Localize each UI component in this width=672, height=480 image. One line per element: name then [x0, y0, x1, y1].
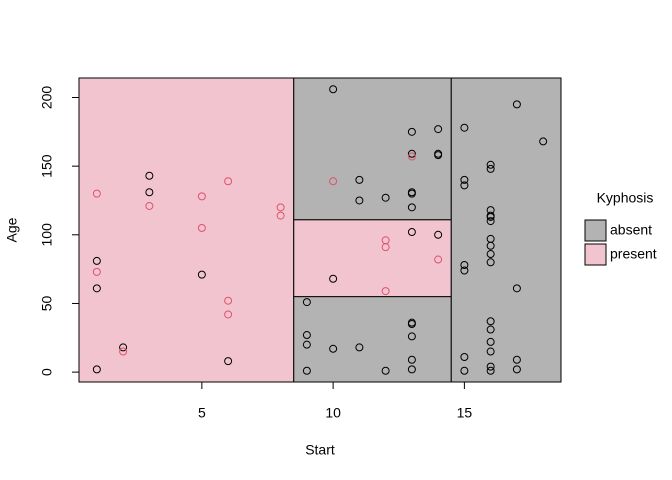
region — [293, 219, 452, 298]
point — [224, 296, 233, 305]
point — [407, 203, 416, 212]
point — [92, 256, 101, 265]
point — [407, 189, 416, 198]
point — [407, 320, 416, 329]
point — [302, 298, 311, 307]
point — [460, 175, 469, 184]
point — [434, 230, 443, 239]
point — [486, 160, 495, 169]
point — [92, 267, 101, 276]
x-axis-title: Start — [305, 442, 335, 458]
point — [407, 332, 416, 341]
point — [355, 196, 364, 205]
point — [381, 366, 390, 375]
point — [329, 274, 338, 283]
y-tick-label: 200 — [39, 86, 55, 110]
region — [450, 77, 562, 383]
point — [407, 152, 416, 161]
point — [512, 365, 521, 374]
point — [145, 171, 154, 180]
point — [486, 317, 495, 326]
point — [329, 177, 338, 186]
point — [381, 243, 390, 252]
point — [434, 255, 443, 264]
y-tick-label: 0 — [39, 368, 55, 376]
point — [92, 365, 101, 374]
point — [486, 217, 495, 226]
point — [302, 331, 311, 340]
legend-swatch — [584, 219, 607, 242]
y-tick-label: 100 — [39, 223, 55, 247]
point — [329, 344, 338, 353]
point — [460, 353, 469, 362]
legend-title: Kyphosis — [597, 190, 654, 206]
point — [197, 192, 206, 201]
point — [355, 175, 364, 184]
point — [460, 181, 469, 190]
point — [92, 284, 101, 293]
legend-label: present — [610, 246, 657, 262]
y-tick-label: 150 — [39, 154, 55, 178]
point — [407, 365, 416, 374]
point — [329, 85, 338, 94]
legend-label: absent — [610, 222, 652, 238]
region — [78, 77, 295, 383]
point — [302, 366, 311, 375]
point — [407, 127, 416, 136]
point — [381, 287, 390, 296]
points — [92, 85, 548, 375]
point — [512, 355, 521, 364]
point — [460, 261, 469, 270]
y-tick-label: 50 — [39, 295, 55, 311]
region — [293, 296, 452, 383]
point — [276, 203, 285, 212]
point — [512, 100, 521, 109]
point — [434, 151, 443, 160]
point — [539, 137, 548, 146]
point — [224, 357, 233, 366]
legend-swatch — [584, 243, 607, 266]
x-tick-label: 15 — [457, 405, 473, 421]
point — [486, 241, 495, 250]
point — [460, 366, 469, 375]
point — [119, 347, 128, 356]
point — [512, 284, 521, 293]
point — [486, 362, 495, 371]
x-tick-label: 5 — [198, 405, 206, 421]
point — [460, 123, 469, 132]
point — [407, 149, 416, 158]
point — [486, 258, 495, 267]
point — [407, 228, 416, 237]
x-tick-label: 10 — [325, 405, 341, 421]
point — [460, 266, 469, 275]
point — [119, 343, 128, 352]
y-axis-title: Age — [4, 217, 20, 242]
point — [486, 366, 495, 375]
point — [486, 337, 495, 346]
point — [407, 355, 416, 364]
point — [92, 189, 101, 198]
point — [276, 211, 285, 220]
region — [293, 77, 452, 221]
point — [486, 164, 495, 173]
point — [302, 340, 311, 349]
point — [486, 212, 495, 221]
point — [145, 188, 154, 197]
point — [224, 310, 233, 319]
point — [486, 347, 495, 356]
point — [355, 343, 364, 352]
point — [197, 270, 206, 279]
point — [197, 223, 206, 232]
point — [486, 250, 495, 259]
point — [486, 325, 495, 334]
point — [224, 177, 233, 186]
point — [381, 193, 390, 202]
regions — [78, 77, 562, 383]
point — [145, 201, 154, 210]
point — [434, 125, 443, 134]
